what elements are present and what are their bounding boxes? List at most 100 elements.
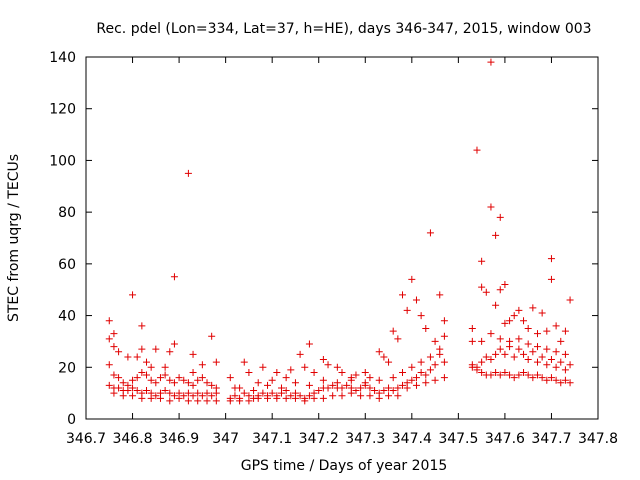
data-point: [506, 317, 514, 325]
data-point: [529, 374, 537, 382]
x-tick-label: 346.9: [159, 431, 199, 447]
data-point: [115, 348, 123, 356]
data-point: [482, 353, 490, 361]
data-point: [375, 376, 383, 384]
data-point: [557, 358, 565, 366]
data-point: [147, 363, 155, 371]
data-point: [496, 213, 504, 221]
data-point: [203, 379, 211, 387]
data-point: [129, 376, 137, 384]
data-point: [529, 304, 537, 312]
data-point: [389, 327, 397, 335]
data-point: [552, 363, 560, 371]
data-point: [105, 381, 113, 389]
data-point: [152, 379, 160, 387]
data-point: [352, 371, 360, 379]
x-tick-label: 347.1: [252, 431, 292, 447]
data-point: [212, 397, 220, 405]
x-tick-label: 346.7: [66, 431, 106, 447]
data-point: [291, 379, 299, 387]
data-point: [538, 353, 546, 361]
data-point: [431, 337, 439, 345]
data-point: [310, 368, 318, 376]
data-point: [315, 387, 323, 395]
data-point: [236, 384, 244, 392]
data-point: [431, 376, 439, 384]
data-point: [338, 368, 346, 376]
data-point: [198, 392, 206, 400]
data-point: [347, 389, 355, 397]
data-point: [245, 397, 253, 405]
data-point: [240, 358, 248, 366]
data-point: [547, 255, 555, 263]
data-point: [366, 392, 374, 400]
data-point: [143, 387, 151, 395]
data-point: [115, 374, 123, 382]
data-point: [506, 337, 514, 345]
data-point: [147, 394, 155, 402]
data-point: [184, 397, 192, 405]
data-point: [189, 392, 197, 400]
data-point: [538, 309, 546, 317]
data-point: [487, 371, 495, 379]
data-point: [361, 368, 369, 376]
x-tick-label: 347.5: [438, 431, 478, 447]
data-point: [561, 350, 569, 358]
data-point: [561, 366, 569, 374]
data-point: [510, 312, 518, 320]
data-point: [557, 337, 565, 345]
data-point: [389, 374, 397, 382]
data-point: [524, 356, 532, 364]
data-point: [385, 384, 393, 392]
data-point: [440, 374, 448, 382]
data-point: [468, 325, 476, 332]
data-point: [273, 394, 281, 402]
data-point: [105, 335, 113, 343]
x-tick-label: 347.6: [485, 431, 525, 447]
data-point: [156, 394, 164, 402]
data-point: [426, 229, 434, 237]
data-point: [282, 387, 290, 395]
x-tick-label: 346.8: [112, 431, 152, 447]
data-point: [561, 376, 569, 384]
data-point: [338, 392, 346, 400]
data-point: [496, 345, 504, 353]
data-point: [250, 387, 258, 395]
y-tick-label: 40: [58, 309, 76, 325]
data-point: [482, 288, 490, 296]
data-point: [380, 387, 388, 395]
data-point: [412, 381, 420, 389]
data-point: [138, 345, 146, 353]
data-point: [273, 368, 281, 376]
data-point: [338, 384, 346, 392]
data-point: [515, 345, 523, 353]
data-point: [394, 392, 402, 400]
data-point: [268, 389, 276, 397]
data-point: [282, 394, 290, 402]
data-point: [440, 317, 448, 325]
data-point: [403, 384, 411, 392]
data-point: [478, 358, 486, 366]
data-point: [184, 169, 192, 177]
data-point: [547, 374, 555, 382]
data-point: [552, 376, 560, 384]
data-point: [208, 381, 216, 389]
data-point: [203, 397, 211, 405]
data-point: [129, 384, 137, 392]
data-points: [105, 58, 574, 405]
data-point: [152, 392, 160, 400]
data-point: [170, 392, 178, 400]
plot-frame: [85, 56, 599, 420]
data-point: [138, 322, 146, 330]
data-point: [231, 392, 239, 400]
data-point: [105, 361, 113, 369]
data-point: [524, 325, 532, 332]
data-point: [156, 374, 164, 382]
data-point: [389, 387, 397, 395]
data-point: [301, 363, 309, 371]
data-point: [189, 350, 197, 358]
data-point: [343, 381, 351, 389]
data-point: [440, 332, 448, 340]
data-point: [492, 368, 500, 376]
